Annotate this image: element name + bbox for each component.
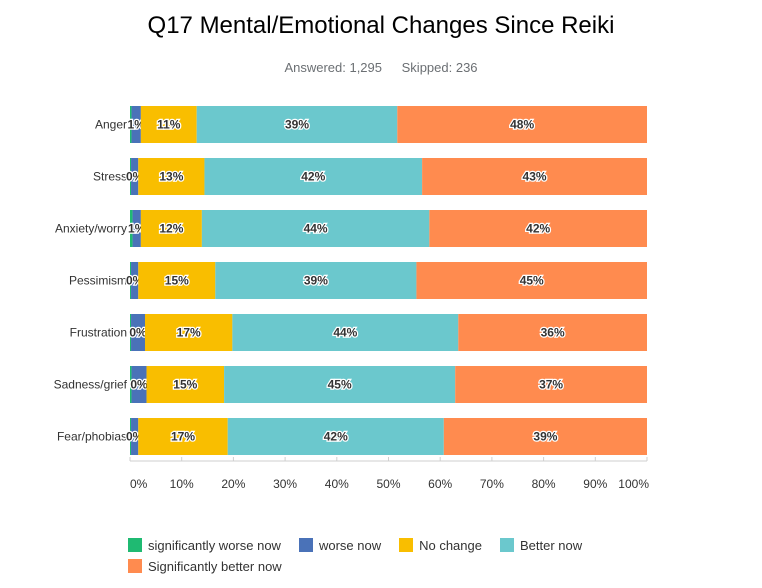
legend-label: No change <box>419 538 482 553</box>
bar-sadness-grief-better-now <box>224 366 456 403</box>
bar-stress-significantly-worse-now <box>130 158 132 195</box>
data-label-anxiety-worry-better-now: 44% <box>304 222 328 236</box>
data-label-anxiety-worry-no-change: 12% <box>159 222 183 236</box>
data-label-frustration-worse-now: 0% <box>129 326 147 340</box>
bar-stress-worse-now <box>131 158 139 195</box>
bar-stress-better-now <box>204 158 423 195</box>
skipped-count: Skipped: 236 <box>401 60 478 75</box>
data-label-anxiety-worry-significantly-better-now: 42% <box>526 222 550 236</box>
bar-sadness-grief-worse-now <box>131 366 147 403</box>
category-label-pessimism: Pessimism <box>69 274 127 288</box>
legend-label: Significantly better now <box>148 559 282 574</box>
bar-sadness-grief-no-change <box>146 366 225 403</box>
legend-swatch <box>399 538 414 552</box>
data-label-fear-phobias-no-change: 17% <box>171 430 195 444</box>
x-tick-label: 40% <box>325 477 349 491</box>
data-label-stress-significantly-better-now: 43% <box>523 170 547 184</box>
data-label-pessimism-better-now: 39% <box>304 274 328 288</box>
legend-swatch <box>128 559 142 573</box>
legend-item-better-now: Better now <box>499 538 583 553</box>
bar-fear-phobias-significantly-worse-now <box>130 418 132 455</box>
x-tick-label: 30% <box>273 477 297 491</box>
bar-anger-significantly-better-now <box>397 106 647 143</box>
bar-frustration-significantly-worse-now <box>130 314 132 351</box>
data-label-sadness-grief-significantly-better-now: 37% <box>539 378 563 392</box>
x-tick-label: 10% <box>170 477 194 491</box>
bar-pessimism-better-now <box>215 262 417 299</box>
bar-fear-phobias-better-now <box>227 418 444 455</box>
category-label-sadness-grief: Sadness/grief <box>54 378 128 392</box>
x-tick-label: 70% <box>480 477 504 491</box>
response-counts: Answered: 1,295 Skipped: 236 <box>0 60 762 75</box>
bar-pessimism-no-change <box>138 262 216 299</box>
data-label-anger-better-now: 39% <box>285 118 309 132</box>
bar-fear-phobias-worse-now <box>131 418 139 455</box>
x-tick-label: 80% <box>532 477 556 491</box>
category-label-stress: Stress <box>93 170 127 184</box>
x-tick-label: 60% <box>428 477 452 491</box>
bar-fear-phobias-significantly-better-now <box>443 418 647 455</box>
data-label-frustration-better-now: 44% <box>333 326 357 340</box>
data-label-pessimism-significantly-better-now: 45% <box>520 274 544 288</box>
data-label-fear-phobias-significantly-better-now: 39% <box>533 430 557 444</box>
answered-count: Answered: 1,295 <box>284 60 383 75</box>
bar-frustration-better-now <box>232 314 459 351</box>
bar-anger-significantly-worse-now <box>130 106 132 143</box>
data-label-pessimism-no-change: 15% <box>165 274 189 288</box>
legend-swatch <box>499 538 514 552</box>
bar-anxiety-worry-significantly-worse-now <box>130 210 133 247</box>
data-label-stress-better-now: 42% <box>301 170 325 184</box>
category-label-anger: Anger <box>95 118 127 132</box>
bar-frustration-significantly-better-now <box>458 314 647 351</box>
data-label-frustration-significantly-better-now: 36% <box>541 326 565 340</box>
legend-item-significantly-better-now: Significantly better now <box>128 559 282 574</box>
data-label-sadness-grief-better-now: 45% <box>328 378 352 392</box>
category-label-frustration: Frustration <box>70 326 127 340</box>
bar-anger-better-now <box>196 106 398 143</box>
bar-sadness-grief-significantly-worse-now <box>130 366 132 403</box>
legend-swatch <box>298 538 313 552</box>
bar-pessimism-worse-now <box>131 262 139 299</box>
bar-frustration-no-change <box>144 314 233 351</box>
data-label-stress-no-change: 13% <box>159 170 183 184</box>
bar-stress-significantly-better-now <box>422 158 647 195</box>
data-label-anger-no-change: 11% <box>157 118 181 132</box>
bar-anxiety-worry-no-change <box>140 210 202 247</box>
chart-title: Q17 Mental/Emotional Changes Since Reiki <box>147 12 615 39</box>
bar-frustration-worse-now <box>131 314 145 351</box>
bar-anxiety-worry-significantly-better-now <box>429 210 647 247</box>
x-tick-label: 90% <box>583 477 607 491</box>
category-label-fear-phobias: Fear/phobias <box>57 430 127 444</box>
data-label-anger-significantly-better-now: 48% <box>510 118 534 132</box>
bar-anger-worse-now <box>131 106 141 143</box>
x-tick-label: 50% <box>376 477 400 491</box>
bar-anxiety-worry-better-now <box>201 210 430 247</box>
category-label-anxiety-worry: Anxiety/worry <box>55 222 127 236</box>
bar-stress-no-change <box>138 158 205 195</box>
legend-swatch <box>128 538 142 552</box>
bar-pessimism-significantly-worse-now <box>130 262 132 299</box>
x-tick-label: 20% <box>221 477 245 491</box>
legend-label: Better now <box>519 538 583 553</box>
legend-item-worse-now: worse now <box>298 538 382 553</box>
data-label-fear-phobias-better-now: 42% <box>324 430 348 444</box>
legend-label: significantly worse now <box>148 538 281 553</box>
bar-fear-phobias-no-change <box>138 418 228 455</box>
legend-item-no-change: No change <box>399 538 482 553</box>
x-tick-label: 100% <box>618 477 649 491</box>
bar-sadness-grief-significantly-better-now <box>455 366 647 403</box>
chart-legend: significantly worse now worse now No chang… <box>128 538 688 580</box>
bar-anxiety-worry-worse-now <box>132 210 141 247</box>
data-label-sadness-grief-worse-now: 0% <box>130 378 148 392</box>
data-label-frustration-no-change: 17% <box>177 326 201 340</box>
data-label-sadness-grief-no-change: 15% <box>173 378 197 392</box>
bar-pessimism-significantly-better-now <box>416 262 647 299</box>
legend-label: worse now <box>318 538 382 553</box>
legend-item-significantly-worse-now: significantly worse now <box>128 538 281 553</box>
bar-anger-no-change <box>140 106 197 143</box>
x-tick-label: 0% <box>130 477 148 491</box>
